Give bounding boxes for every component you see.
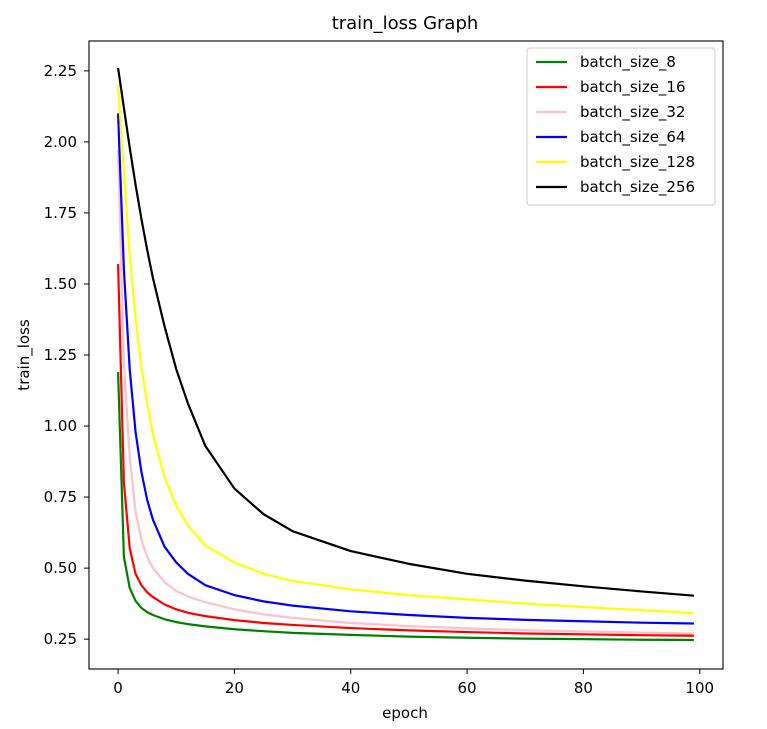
- legend-label-batch-size-16: batch_size_16: [580, 78, 686, 97]
- y-tick-label: 0.25: [44, 630, 77, 648]
- x-tick-label: 60: [458, 679, 477, 697]
- series-line-batch-size-8: [116, 372, 694, 642]
- legend-box: [526, 47, 716, 206]
- y-tick-label: 1.50: [44, 275, 77, 293]
- x-axis-label: epoch: [382, 704, 428, 722]
- y-tick-label: 1.25: [44, 346, 77, 364]
- legend-label-batch-size-256: batch_size_256: [580, 178, 695, 197]
- y-tick-label: 2.25: [44, 62, 77, 80]
- x-tick-label: 0: [113, 679, 123, 697]
- legend-label-batch-size-64: batch_size_64: [580, 128, 686, 147]
- series-line-batch-size-64: [116, 113, 694, 625]
- y-tick-label: 2.00: [44, 133, 77, 151]
- y-tick-label: 1.75: [44, 204, 77, 222]
- legend-label-batch-size-32: batch_size_32: [580, 103, 686, 122]
- x-tick-label: 40: [341, 679, 360, 697]
- x-tick-label: 20: [225, 679, 244, 697]
- legend-label-batch-size-8: batch_size_8: [580, 53, 676, 72]
- series-line-batch-size-16: [116, 264, 694, 637]
- legend-label-batch-size-128: batch_size_128: [580, 153, 695, 172]
- plot-area: [116, 67, 695, 642]
- series-line-batch-size-32: [116, 150, 694, 635]
- y-axis-label: train_loss: [15, 319, 34, 391]
- x-tick-label: 80: [574, 679, 593, 697]
- y-tick-label: 0.50: [44, 559, 77, 577]
- series-line-batch-size-128: [116, 84, 694, 615]
- chart-title: train_loss Graph: [332, 13, 479, 34]
- legend: batch_size_8 batch_size_16 batch_size_32ba…: [526, 47, 716, 206]
- y-tick-label: 0.75: [44, 488, 77, 506]
- y-tick-label: 1.00: [44, 417, 77, 435]
- series-line-batch-size-256: [116, 67, 695, 597]
- axes: 0 20 40 60 80 100 0.25 0.50 0.75 1.00 1.25 1.50 1.75…: [44, 40, 724, 697]
- x-tick-label: 100: [685, 679, 714, 697]
